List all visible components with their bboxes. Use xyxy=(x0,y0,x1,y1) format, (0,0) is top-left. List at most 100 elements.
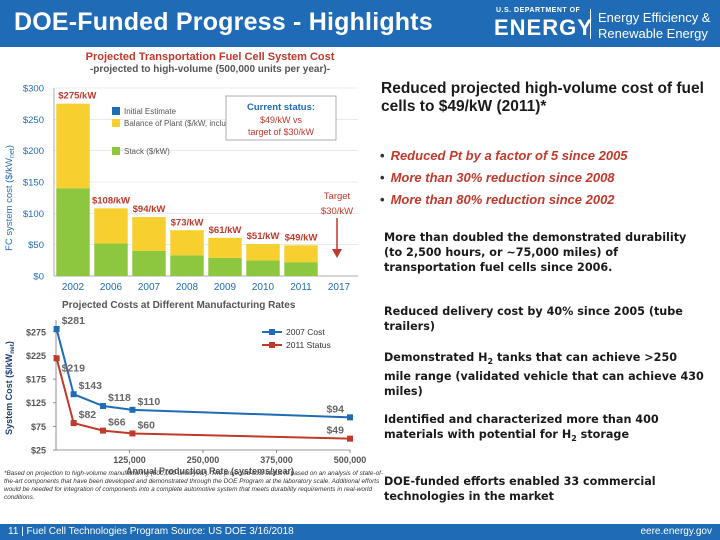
chart2-ytick-label: $175 xyxy=(26,375,46,385)
chart2-data-label: $118 xyxy=(108,392,131,404)
h2-tanks-sub: 2 xyxy=(487,357,494,367)
footer-url: eere.energy.gov xyxy=(640,526,712,537)
chart1-bar-segment xyxy=(284,262,318,276)
footer-source: 11 | Fuel Cell Technologies Program Sour… xyxy=(8,526,294,537)
callout-line2: target of $30/kW xyxy=(248,127,315,137)
chart2-data-label: $219 xyxy=(62,362,86,374)
doe-logo-small-text: U.S. DEPARTMENT OF xyxy=(496,7,581,14)
chart2-data-point xyxy=(53,325,60,332)
chart1-bar-label: $108/kW xyxy=(92,195,130,206)
chart2-data-point xyxy=(347,435,353,442)
chart2-data-point xyxy=(70,420,77,427)
commercial-tech-paragraph: DOE-funded efforts enabled 33 commercial… xyxy=(384,475,656,503)
chart2-ylabel-end: ) xyxy=(4,341,14,344)
bullet-item: • More than 80% reduction since 2002 xyxy=(380,189,710,211)
bullet-item: • More than 30% reduction since 2008 xyxy=(380,167,710,189)
legend-label-2007: 2007 Cost xyxy=(286,327,325,337)
chart2-ylabel: System Cost ($/kWnet) xyxy=(4,341,16,435)
chart1-xtick-label: 2010 xyxy=(252,282,275,293)
chart1-bar-label: $94/kW xyxy=(133,204,166,215)
chart2-data-point xyxy=(100,427,107,434)
chart2-ytick-label: $125 xyxy=(26,398,46,408)
legend-label-bop: Balance of Plant ($/kW, includes assembl… xyxy=(124,119,311,128)
chart2-data-point xyxy=(70,391,77,398)
legend-label-bop-text: Balance of Plant ($/kW, includes assembl… xyxy=(124,119,311,128)
chart1-ytick-label: $250 xyxy=(23,115,44,126)
h2-tanks-text-b: tanks that can achieve >250 mile range (… xyxy=(384,351,704,399)
system-cost-bar-chart: Projected Transportation Fuel Cell Syste… xyxy=(4,51,358,293)
chart1-ylabel-main: FC system cost ($/kW xyxy=(4,158,15,251)
chart1-bar-segment xyxy=(94,208,128,244)
chart1-bar-label: $61/kW xyxy=(209,225,242,236)
chart2-xlabel: Annual Production Rate (systems/year) xyxy=(126,466,294,476)
legend-label-stack: Stack ($/kW) xyxy=(124,147,170,156)
chart1-bar-segment xyxy=(208,237,242,258)
callout-title: Current status: xyxy=(247,102,315,113)
h2-tanks-paragraph: Demonstrated H2 tanks that can achieve >… xyxy=(384,350,704,399)
chart2-data-label: $82 xyxy=(79,409,97,421)
chart2-lines: $281 $143 $118 $110 $94 $219 $82 $66 $60 $49 xyxy=(53,315,353,442)
chart1-bar-label: $51/kW xyxy=(247,231,280,242)
legend-marker-2011 xyxy=(269,342,275,348)
eere-logo-line2: Renewable Energy xyxy=(598,26,708,41)
chart2-data-point xyxy=(347,414,353,421)
target-label-1: Target xyxy=(324,191,351,202)
chart1-ytick-label: $100 xyxy=(23,209,44,220)
chart1-bar-segment xyxy=(170,255,204,276)
chart1-bar-segment xyxy=(56,188,90,276)
chart1-xtick-label: 2002 xyxy=(62,282,85,293)
chart1-bar-segment xyxy=(56,103,90,189)
legend-swatch-stack xyxy=(112,147,120,155)
legend-swatch-initial xyxy=(112,107,120,115)
chart1-subtitle: -projected to high-volume (500,000 units… xyxy=(90,64,330,75)
chart1-xtick-label: 2017 xyxy=(328,282,351,293)
materials-sub: 2 xyxy=(571,434,577,444)
target-arrow xyxy=(332,218,342,258)
chart1-ytick-label: $50 xyxy=(28,240,44,251)
footnote: *Based on projection to high-volume manu… xyxy=(4,470,384,501)
chart2-data-point xyxy=(100,403,107,410)
chart1-bar-label: $49/kW xyxy=(285,232,318,243)
bullet-text: Reduced Pt by a factor of 5 since 2005 xyxy=(390,148,628,163)
footer-bar: 11 | Fuel Cell Technologies Program Sour… xyxy=(0,524,720,540)
page-title: DOE-Funded Progress - Highlights xyxy=(14,8,433,36)
bullet-item: • Reduced Pt by a factor of 5 since 2005 xyxy=(380,145,710,167)
chart1-ytick-label: $300 xyxy=(23,84,44,95)
materials-text-a: Identified and characterized more than 4… xyxy=(384,413,659,441)
chart1-bar-segment xyxy=(94,243,128,276)
main-highlight-heading: Reduced projected high-volume cost of fu… xyxy=(381,80,704,115)
h2-tanks-text-a: Demonstrated H xyxy=(384,351,488,364)
chart2-data-label: $94 xyxy=(326,403,344,415)
chart2-xtick-label: 250,000 xyxy=(187,455,220,465)
logo-divider xyxy=(590,9,591,39)
chart2-data-label: $49 xyxy=(326,425,344,437)
chart2-ytick-label: $75 xyxy=(31,422,46,432)
chart1-ylabel-sub: net xyxy=(9,148,16,158)
chart1-bar-labels: 2002 $275/kW 2006 $108/kW 2007 $94/kW 2008 $73/… xyxy=(58,91,350,293)
legend-label-initial: Initial Estimate xyxy=(124,107,177,116)
manufacturing-rate-line-chart: Projected Costs at Different Manufacturi… xyxy=(4,300,366,476)
chart2-series-line xyxy=(55,358,351,440)
bullet-dot: • xyxy=(380,148,385,163)
chart2-xtick-label: 375,000 xyxy=(260,455,293,465)
chart2-ylabel-sub: net xyxy=(9,343,16,354)
chart1-bar-label: $275/kW xyxy=(58,91,96,102)
bullet-text: More than 80% reduction since 2002 xyxy=(390,192,615,207)
header-bar: DOE-Funded Progress - Highlights U.S. DE… xyxy=(0,0,720,47)
bullet-text: More than 30% reduction since 2008 xyxy=(390,170,615,185)
legend-swatch-bop xyxy=(112,119,120,127)
chart1-xtick-label: 2009 xyxy=(214,282,237,293)
chart1-bar-segment xyxy=(132,217,166,251)
legend-label-2011: 2011 Status xyxy=(286,340,331,350)
callout-box xyxy=(225,95,337,141)
chart1-legend: Initial Estimate Balance of Plant ($/kW,… xyxy=(112,107,311,156)
chart1-xtick-label: 2008 xyxy=(176,282,199,293)
durability-paragraph: More than doubled the demonstrated durab… xyxy=(384,231,687,274)
chart2-axes: $25 $75 $125 $175 $225 $275 125,000 250,000 375,… xyxy=(26,320,366,465)
target-label-2: $30/kW xyxy=(321,206,353,217)
chart2-data-label: $143 xyxy=(79,380,103,392)
chart1-xtick-label: 2007 xyxy=(138,282,161,293)
chart1-ylabel: FC system cost ($/kWnet) xyxy=(4,145,16,251)
chart1-bar-segment xyxy=(284,245,318,263)
chart2-ytick-label: $275 xyxy=(26,327,46,337)
